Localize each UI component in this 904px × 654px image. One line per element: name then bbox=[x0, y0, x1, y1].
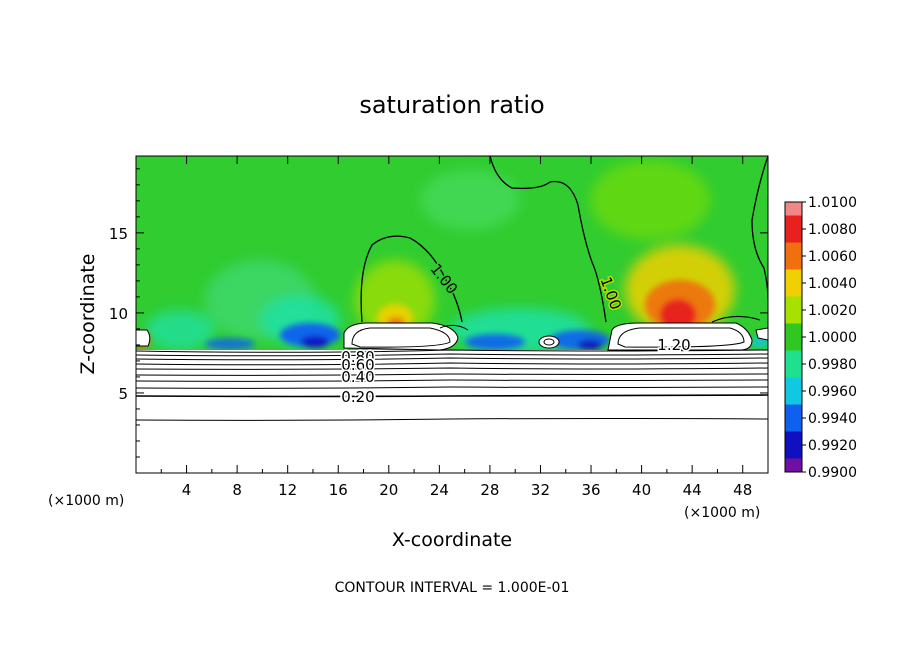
colorbar-swatch-5 bbox=[785, 323, 802, 351]
colorbar-swatch-1 bbox=[785, 215, 802, 243]
x-tick-label-6: 28 bbox=[480, 481, 499, 499]
colorbar-label-1: 1.0080 bbox=[808, 222, 857, 238]
y-axis-label: Z-coordinate bbox=[77, 254, 99, 375]
x-axis-ticks: 4 8 12 16 20 24 28 32 36 40 44 48 bbox=[160, 156, 752, 499]
colorbar-label-0: 1.0100 bbox=[808, 195, 857, 211]
x-tick-label-11: 48 bbox=[733, 481, 752, 499]
colorbar-label-9: 0.9920 bbox=[808, 438, 857, 454]
y-tick-label-2: 15 bbox=[109, 225, 128, 243]
colorbar-swatch-8 bbox=[785, 404, 802, 432]
field-dry-layer bbox=[205, 323, 768, 350]
x-tick-label-0: 4 bbox=[182, 481, 192, 499]
colorbar-swatch-10 bbox=[785, 458, 802, 472]
colorbar-swatch-9 bbox=[785, 431, 802, 459]
y-tick-label-0: 5 bbox=[118, 385, 128, 403]
contour-1-00-left bbox=[360, 235, 463, 323]
plot-area: 1.00 1.00 1.20 0.80 0.60 0.40 0.20 bbox=[136, 156, 768, 473]
contour-label-0-80: 0.80 bbox=[341, 348, 374, 366]
colorbar-label-10: 0.9900 bbox=[808, 465, 857, 481]
x-tick-label-4: 20 bbox=[379, 481, 398, 499]
cloud-region-3 bbox=[136, 329, 151, 347]
chart-title: saturation ratio bbox=[359, 91, 544, 119]
contour-1-00-mid bbox=[489, 156, 607, 323]
colorbar-swatch-3 bbox=[785, 269, 802, 297]
colorbar-label-5: 1.0000 bbox=[808, 330, 857, 346]
lower-contours bbox=[136, 349, 768, 421]
plot-frame bbox=[135, 155, 769, 474]
colorbar-swatch-7 bbox=[785, 377, 802, 405]
contour-label-0-20: 0.20 bbox=[341, 388, 374, 406]
colorbar-label-3: 1.0040 bbox=[808, 276, 857, 292]
cloud-region-2 bbox=[607, 322, 753, 351]
colorbar-label-8: 0.9940 bbox=[808, 411, 857, 427]
x-tick-label-9: 40 bbox=[632, 481, 651, 499]
x-tick-label-1: 8 bbox=[232, 481, 242, 499]
x-unit-right: (×1000 m) bbox=[684, 505, 760, 521]
colorbar-swatch-4 bbox=[785, 296, 802, 324]
x-unit-left: (×1000 m) bbox=[48, 493, 124, 509]
contour-label-0-40: 0.40 bbox=[341, 368, 374, 386]
colorbar-label-6: 0.9980 bbox=[808, 357, 857, 373]
x-tick-label-3: 16 bbox=[329, 481, 348, 499]
colorbar-swatch-2 bbox=[785, 242, 802, 270]
contour-label-0-60: 0.60 bbox=[341, 356, 374, 374]
colorbar-label-4: 1.0020 bbox=[808, 303, 857, 319]
contour-interval-note: CONTOUR INTERVAL = 1.000E-01 bbox=[335, 580, 570, 596]
colorbar-label-2: 1.0060 bbox=[808, 249, 857, 265]
cloud-region-1 bbox=[343, 322, 459, 351]
x-tick-label-5: 24 bbox=[430, 481, 449, 499]
contour-1-00-right bbox=[751, 156, 768, 301]
colorbar: 1.0100 1.0080 1.0060 1.0040 1.0020 1.0000 0.99… bbox=[784, 195, 857, 481]
colorbar-label-7: 0.9960 bbox=[808, 384, 857, 400]
x-tick-label-7: 32 bbox=[531, 481, 550, 499]
x-tick-label-10: 44 bbox=[683, 481, 702, 499]
colorbar-swatch-0 bbox=[785, 202, 802, 216]
y-tick-label-1: 10 bbox=[109, 305, 128, 323]
cloud-region-4 bbox=[538, 335, 560, 349]
colorbar-swatch-6 bbox=[785, 350, 802, 378]
y-axis-ticks: 5 10 15 bbox=[109, 168, 768, 458]
contour-label-1-20: 1.20 bbox=[657, 336, 690, 354]
x-axis-label: X-coordinate bbox=[392, 529, 512, 551]
lower-region bbox=[136, 350, 768, 473]
x-tick-label-8: 36 bbox=[581, 481, 600, 499]
x-tick-label-2: 12 bbox=[278, 481, 297, 499]
